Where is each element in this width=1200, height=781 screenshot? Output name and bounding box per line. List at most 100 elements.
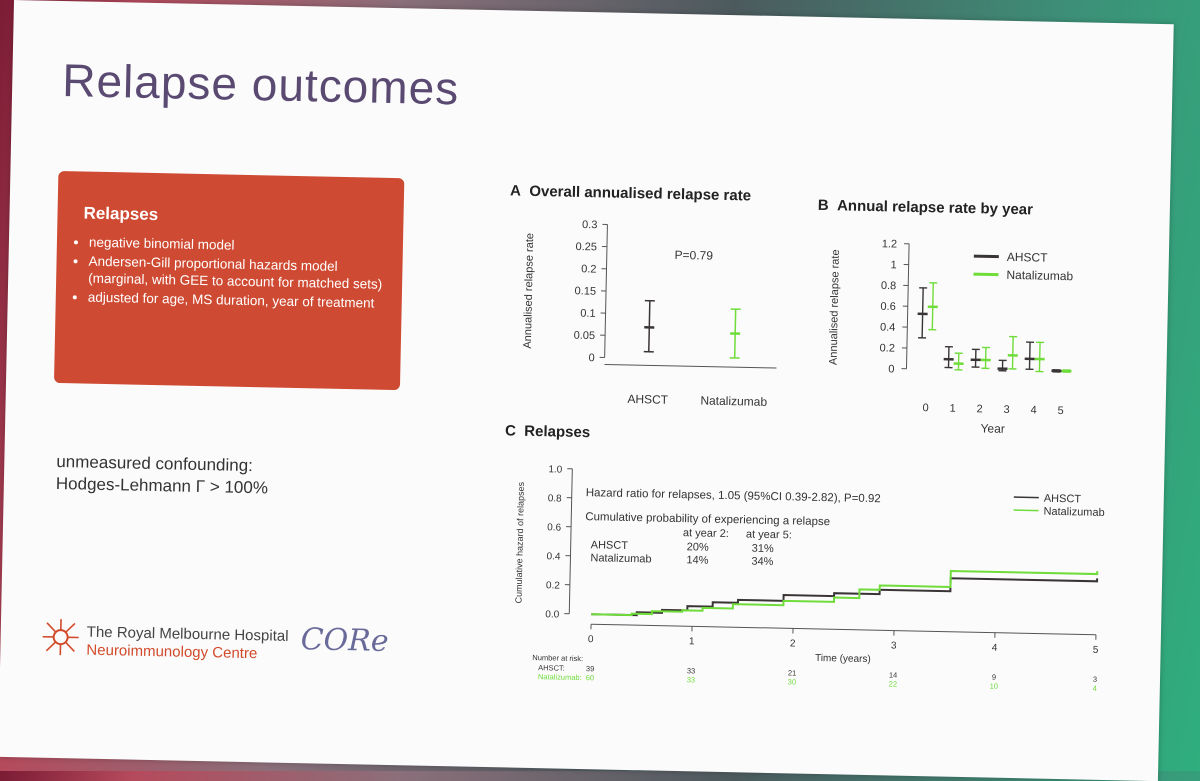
y-tick-label: 1.2 bbox=[882, 238, 898, 250]
y-axis-label: Annualised relapse rate bbox=[828, 249, 842, 365]
chart-b: 1.2 1 0.8 0.6 0.4 0.2 0 Annualised relapse rate… bbox=[805, 217, 1100, 443]
y-tick-label: 0 bbox=[588, 352, 594, 364]
cum-prob-title: Cumulative probability of experiencing a… bbox=[585, 511, 830, 528]
risk-value: 10 bbox=[990, 682, 999, 691]
page-title: Relapse outcomes bbox=[62, 53, 460, 115]
panel-c-title: C Relapses bbox=[505, 422, 590, 441]
core-logo: CORe bbox=[300, 622, 389, 659]
x-tick-label: 2 bbox=[976, 403, 982, 415]
risk-value: 33 bbox=[687, 675, 696, 684]
y-tick-label: 0.4 bbox=[546, 551, 561, 562]
y-tick-label: 1 bbox=[890, 259, 896, 271]
baseline bbox=[604, 364, 776, 368]
y-tick-label: 0.15 bbox=[574, 285, 596, 297]
p-value: P=0.79 bbox=[674, 248, 713, 263]
y-axis bbox=[569, 469, 572, 614]
x-axis-label: Time (years) bbox=[815, 653, 871, 665]
panel-b-title-text: Annual relapse rate by year bbox=[837, 197, 1033, 218]
confounding-line2: Hodges-Lehmann Γ > 100% bbox=[56, 473, 269, 499]
x-tick-label: 3 bbox=[891, 641, 897, 652]
y-tick-label: 0.8 bbox=[548, 493, 563, 504]
y-axis-label: Annualised relapse rate bbox=[522, 233, 536, 349]
panel-b-label: B bbox=[818, 197, 829, 214]
risk-value: 22 bbox=[889, 679, 898, 688]
legend-swatch bbox=[973, 274, 998, 275]
y-tick-label: 0.2 bbox=[879, 342, 895, 354]
km-line bbox=[591, 568, 1097, 625]
legend-label: AHSCT bbox=[1007, 250, 1049, 265]
risk-group: Natalizumab: bbox=[538, 672, 582, 682]
bullet-item: adjusted for age, MS duration, year of t… bbox=[88, 289, 388, 312]
legend-swatch bbox=[1014, 497, 1039, 498]
neuron-logo-icon bbox=[40, 617, 81, 658]
risk-value: 4 bbox=[1093, 684, 1097, 693]
panel-a-title: A Overall annualised relapse rate bbox=[510, 182, 751, 204]
y-tick-label: 0.3 bbox=[582, 219, 598, 231]
y-tick-label: 1.0 bbox=[548, 464, 563, 475]
x-tick-label: 5 bbox=[1093, 645, 1099, 656]
chart-a: 0.3 0.25 0.2 0.15 0.1 0.05 0 Annualised relapse… bbox=[495, 205, 799, 426]
slide: Relapse outcomes Relapses negative binom… bbox=[0, 0, 1174, 781]
col-year2: at year 2: bbox=[683, 527, 729, 540]
legend-label: Natalizumab bbox=[1006, 268, 1073, 283]
risk-value: 33 bbox=[687, 666, 696, 675]
x-tick-label: 4 bbox=[1030, 404, 1036, 416]
panel-a-title-text: Overall annualised relapse rate bbox=[529, 183, 751, 205]
x-tick-label: AHSCT bbox=[627, 392, 669, 407]
x-tick-label: 3 bbox=[1003, 404, 1009, 416]
row-year2: 14% bbox=[686, 554, 708, 566]
y-tick-label: 0.6 bbox=[547, 522, 562, 533]
panel-a-label: A bbox=[510, 182, 521, 199]
error-bar bbox=[1029, 342, 1030, 369]
y-tick-label: 0.4 bbox=[880, 322, 896, 334]
confounding-note: unmeasured confounding: Hodges-Lehmann Γ… bbox=[56, 451, 269, 499]
row-year5: 31% bbox=[752, 543, 774, 555]
risk-value: 60 bbox=[586, 673, 595, 682]
relapses-heading: Relapses bbox=[83, 204, 158, 226]
y-tick-label: 0.25 bbox=[575, 241, 597, 253]
y-tick-label: 0.05 bbox=[574, 330, 596, 342]
legend-swatch bbox=[974, 256, 999, 257]
centre-name: Neuroimmunology Centre bbox=[86, 642, 257, 663]
y-tick-label: 0 bbox=[888, 363, 894, 375]
col-year5: at year 5: bbox=[746, 528, 792, 541]
legend-swatch bbox=[1014, 510, 1039, 511]
x-tick-label: 1 bbox=[689, 636, 695, 647]
hospital-logo: The Royal Melbourne Hospital Neuroimmuno… bbox=[40, 617, 81, 663]
y-tick-label: 0.1 bbox=[580, 308, 596, 320]
risk-value: 21 bbox=[788, 668, 797, 677]
y-axis-label: Cumulative hazard of relapses bbox=[513, 481, 526, 603]
x-tick-label: 2 bbox=[790, 638, 796, 649]
y-tick-label: 0.6 bbox=[880, 301, 896, 313]
legend-label: AHSCT bbox=[1044, 493, 1082, 506]
risk-table-label: Number at risk: bbox=[532, 653, 583, 663]
x-tick-label: 4 bbox=[992, 643, 998, 654]
legend-label: Natalizumab bbox=[1043, 506, 1104, 519]
y-tick-label: 0.2 bbox=[581, 263, 597, 275]
y-tick-label: 0.0 bbox=[545, 609, 560, 620]
x-tick-label: 5 bbox=[1057, 405, 1063, 417]
relapses-bullets: negative binomial model Andersen-Gill pr… bbox=[74, 233, 399, 314]
x-tick-label: 0 bbox=[588, 634, 594, 645]
risk-value: 30 bbox=[788, 677, 797, 686]
risk-value: 3 bbox=[1093, 675, 1097, 684]
panel-c-label: C bbox=[505, 422, 516, 439]
error-bar bbox=[1039, 342, 1040, 371]
x-axis bbox=[591, 624, 1096, 635]
y-tick-label: 0.8 bbox=[881, 280, 897, 292]
error-bar bbox=[1012, 337, 1013, 369]
x-tick-label: 0 bbox=[922, 402, 928, 414]
x-tick-label: 1 bbox=[949, 403, 955, 415]
relapses-box: Relapses negative binomial model Anderse… bbox=[54, 171, 404, 390]
x-axis-label: Year bbox=[980, 421, 1005, 436]
panel-b-title: B Annual relapse rate by year bbox=[818, 197, 1033, 219]
row-year2: 20% bbox=[687, 541, 709, 553]
bullet-item: Andersen-Gill proportional hazards model… bbox=[88, 253, 389, 293]
x-tick-label: Natalizumab bbox=[700, 393, 767, 408]
y-tick-label: 0.2 bbox=[546, 580, 561, 591]
row-group: Natalizumab bbox=[590, 552, 651, 565]
chart-c: 1.0 0.8 0.6 0.4 0.2 0.0 Cumulative hazard of r… bbox=[490, 442, 1135, 705]
hazard-ratio: Hazard ratio for relapses, 1.05 (95%CI 0… bbox=[586, 487, 881, 505]
risk-value: 39 bbox=[586, 664, 595, 673]
panel-c-title-text: Relapses bbox=[524, 423, 590, 441]
